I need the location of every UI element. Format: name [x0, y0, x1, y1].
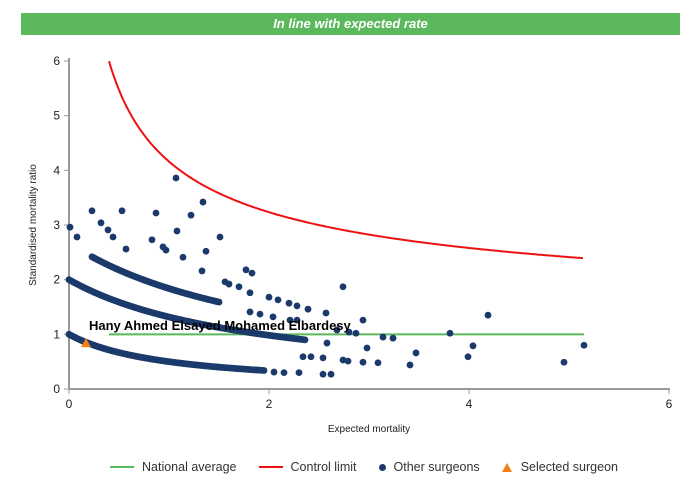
- other-surgeon-point: [202, 247, 210, 255]
- other-surgeon-point: [109, 233, 117, 241]
- other-surgeon-point: [225, 280, 233, 288]
- other-surgeon-point: [333, 326, 341, 334]
- other-surgeon-point: [406, 361, 414, 369]
- other-surgeon-point: [319, 370, 327, 378]
- triangle-swatch-icon: [501, 462, 512, 472]
- other-surgeon-point: [280, 369, 288, 376]
- y-tick-label: 2: [53, 273, 60, 287]
- legend-label: National average: [142, 460, 237, 474]
- other-surgeon-point: [339, 283, 347, 291]
- other-surgeon-point: [484, 311, 492, 319]
- other-surgeon-point: [464, 353, 472, 361]
- y-tick-label: 4: [53, 163, 60, 177]
- other-surgeon-point: [97, 219, 105, 227]
- other-surgeon-point: [118, 207, 126, 215]
- x-tick-label: 0: [66, 397, 73, 411]
- red-line-swatch: [258, 466, 283, 468]
- x-axis-label: Expected mortality: [328, 424, 410, 435]
- other-surgeon-point: [269, 313, 277, 321]
- other-surgeon-point: [274, 296, 282, 304]
- legend-selected-surgeon[interactable]: Selected surgeon: [501, 460, 618, 474]
- other-surgeon-point: [580, 341, 588, 349]
- dot-swatch-icon: [378, 463, 386, 471]
- other-surgeon-point: [152, 209, 160, 217]
- other-surgeon-point: [162, 246, 170, 254]
- other-surgeon-point: [293, 302, 301, 310]
- other-surgeon-point: [307, 353, 315, 361]
- other-surgeon-point: [412, 349, 420, 357]
- other-surgeon-point: [235, 283, 243, 291]
- y-tick-label: 3: [53, 218, 60, 232]
- x-tick-label: 2: [266, 397, 273, 411]
- legend-label: Control limit: [290, 460, 357, 474]
- other-surgeon-point: [374, 359, 382, 367]
- legend-control-limit[interactable]: Control limit: [258, 460, 357, 474]
- other-surgeon-point: [301, 336, 309, 344]
- other-surgeon-point: [104, 226, 112, 234]
- other-surgeon-point: [216, 233, 224, 241]
- other-surgeon-point: [286, 316, 294, 324]
- other-surgeon-point: [248, 269, 256, 277]
- other-surgeon-point: [88, 207, 96, 215]
- other-surgeon-point: [148, 236, 156, 244]
- other-surgeon-point: [256, 310, 264, 318]
- funnel-plot: 0 1 2 3 4 5 6 0 2 4 6 Expected mortality Standardi…: [28, 54, 673, 435]
- other-surgeon-point: [172, 174, 180, 182]
- other-surgeon-point: [322, 309, 330, 317]
- x-tick-label: 4: [466, 397, 473, 411]
- other-surgeon-point: [270, 368, 278, 376]
- x-tick-label: 6: [666, 397, 673, 411]
- other-surgeon-point: [345, 328, 353, 336]
- y-tick-label: 5: [53, 109, 60, 123]
- other-surgeon-point: [363, 344, 371, 352]
- y-tick-label: 1: [53, 327, 60, 341]
- other-surgeon-point: [469, 342, 477, 350]
- legend-label: Selected surgeon: [520, 460, 618, 474]
- other-surgeon-point: [179, 253, 187, 261]
- other-surgeon-point: [323, 339, 331, 347]
- selected-surgeon-label: Hany Ahmed Elsayed Mohamed Elbardesy: [89, 318, 352, 333]
- other-surgeon-point: [446, 329, 454, 337]
- other-surgeon-point: [560, 358, 568, 366]
- other-surgeon-point: [198, 267, 206, 275]
- other-surgeon-point: [242, 266, 250, 274]
- other-surgeon-point: [260, 367, 268, 374]
- other-surgeon-point: [293, 316, 301, 324]
- other-surgeon-point: [359, 358, 367, 366]
- other-surgeon-point: [265, 293, 273, 301]
- other-surgeon-point: [246, 289, 254, 297]
- y-tick-label: 6: [53, 54, 60, 68]
- y-tick-label: 0: [53, 382, 60, 396]
- other-surgeon-point: [389, 334, 397, 342]
- legend-national-average[interactable]: National average: [110, 460, 237, 474]
- other-surgeon-point: [215, 298, 223, 306]
- other-surgeon-point: [359, 316, 367, 324]
- control-limit-line: [108, 60, 584, 260]
- other-surgeon-point: [304, 305, 312, 313]
- outcome-banner: In line with expected rate: [21, 13, 680, 35]
- selected-surgeon-marker[interactable]: [81, 338, 91, 348]
- other-surgeon-point: [352, 329, 360, 337]
- other-surgeon-point: [66, 223, 74, 231]
- other-surgeon-point: [246, 308, 254, 316]
- other-surgeon-point: [199, 198, 207, 206]
- legend-other-surgeons[interactable]: Other surgeons: [378, 460, 480, 474]
- other-surgeon-point: [173, 227, 181, 235]
- legend-label: Other surgeons: [393, 460, 480, 474]
- other-surgeon-point: [122, 245, 130, 253]
- legend: National average Control limit Other sur…: [110, 460, 640, 474]
- other-surgeon-point: [299, 353, 307, 361]
- green-line-swatch: [110, 466, 134, 468]
- other-surgeon-point: [379, 333, 387, 341]
- other-surgeon-point: [319, 354, 327, 362]
- other-surgeon-point: [295, 369, 303, 376]
- other-surgeon-point: [73, 233, 81, 241]
- other-surgeon-point: [344, 357, 352, 365]
- other-surgeon-point: [187, 211, 195, 219]
- other-surgeon-point: [285, 299, 293, 307]
- other-surgeon-point: [327, 370, 335, 378]
- y-axis-label: Standardised mortality ratio: [28, 164, 39, 286]
